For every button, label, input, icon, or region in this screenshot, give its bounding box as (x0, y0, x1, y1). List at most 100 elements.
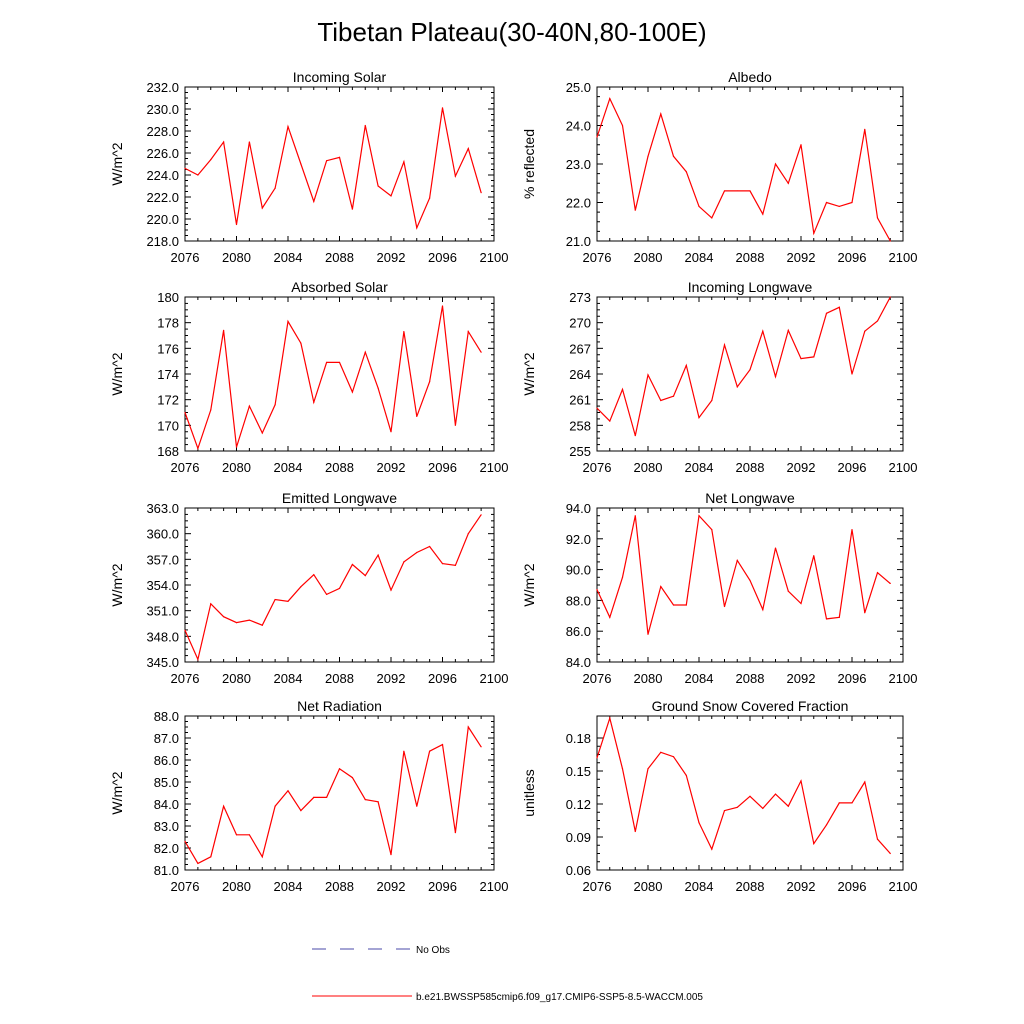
panel-2: 2076 2080 2084 2088 2092 2096 2100 168 170 172 174… (109, 279, 508, 475)
legend: No Obs b.e21.BWSSP585cmip6.f09_g17.CMIP6… (312, 945, 703, 1003)
data-point (403, 161, 405, 163)
y-tick-label: 83.0 (154, 819, 179, 834)
data-point (609, 97, 611, 100)
data-point (609, 616, 611, 618)
x-tick-label: 2088 (736, 460, 765, 475)
x-tick-label: 2076 (171, 671, 200, 686)
data-point (351, 777, 353, 779)
data-point (223, 616, 225, 618)
data-point (762, 807, 764, 810)
data-point (774, 163, 777, 165)
figure-title: Tibetan Plateau(30-40N,80-100E) (317, 17, 706, 47)
data-point (274, 805, 276, 807)
y-tick-label: 168 (157, 444, 179, 459)
data-point (609, 717, 611, 719)
data-point (787, 182, 789, 184)
y-tick-label: 351.0 (146, 604, 179, 619)
y-tick-label: 222.0 (146, 190, 179, 205)
data-point (480, 351, 482, 353)
data-point (736, 386, 738, 388)
data-point (184, 167, 186, 169)
y-tick-label: 357.0 (146, 552, 179, 567)
data-point (300, 163, 302, 165)
x-tick-label: 2080 (222, 879, 251, 894)
y-tick-label: 21.0 (566, 234, 591, 249)
x-tick-label: 2084 (274, 250, 303, 265)
data-point (736, 559, 738, 561)
data-point (596, 757, 598, 759)
data-point (851, 201, 853, 204)
data-point (261, 856, 263, 858)
data-point (698, 515, 700, 517)
data-point (326, 361, 328, 364)
y-tick-label: 226.0 (146, 146, 179, 161)
data-point (876, 572, 879, 574)
data-point (723, 344, 726, 346)
x-tick-label: 2096 (838, 460, 867, 475)
x-tick-label: 2080 (222, 250, 251, 265)
data-point (876, 838, 879, 840)
data-point (441, 563, 444, 565)
x-tick-label: 2100 (480, 460, 509, 475)
plot-frame (184, 715, 495, 871)
data-point (454, 832, 456, 834)
data-point (889, 582, 891, 585)
y-tick-label: 86.0 (154, 753, 179, 768)
data-point (749, 369, 751, 371)
x-tick-label: 2080 (222, 671, 251, 686)
data-point (390, 589, 392, 591)
y-tick-label: 87.0 (154, 731, 179, 746)
data-point (261, 624, 263, 626)
x-tick-label: 2088 (736, 250, 765, 265)
y-tick-label: 0.09 (566, 830, 591, 845)
data-point (685, 364, 687, 367)
data-point (825, 618, 828, 620)
data-point (326, 593, 328, 596)
data-point (480, 514, 482, 516)
data-point (736, 190, 738, 192)
data-point (184, 411, 186, 414)
y-tick-label: 24.0 (566, 119, 591, 134)
data-point (596, 136, 598, 138)
data-point (864, 128, 866, 130)
data-point (210, 603, 212, 605)
y-tick-label: 85.0 (154, 775, 179, 790)
legend-model-label: b.e21.BWSSP585cmip6.f09_g17.CMIP6-SSP5-8… (416, 992, 703, 1003)
data-point (248, 619, 250, 621)
x-tick-label: 2092 (377, 671, 406, 686)
y-tick-label: 92.0 (566, 532, 591, 547)
data-point (223, 329, 225, 331)
data-point (685, 604, 687, 606)
x-tick-label: 2088 (736, 879, 765, 894)
x-tick-label: 2080 (634, 879, 663, 894)
x-tick-label: 2084 (685, 671, 714, 686)
data-point (711, 217, 713, 219)
data-point (609, 420, 611, 422)
panel-4: 2076 2080 2084 2088 2092 2096 2100 345.0 348.0 35… (109, 490, 508, 686)
data-point (210, 159, 212, 161)
data-point (235, 622, 238, 624)
data-point (235, 834, 238, 836)
y-tick-label: 218.0 (146, 234, 179, 249)
data-point (825, 824, 828, 826)
data-point (672, 155, 675, 157)
panel-title: Incoming Solar (293, 69, 387, 85)
data-point (313, 574, 315, 576)
data-point (774, 793, 777, 795)
data-point (441, 107, 444, 109)
x-tick-label: 2076 (171, 879, 200, 894)
data-point (723, 190, 726, 192)
data-point (210, 409, 212, 411)
data-point (480, 746, 482, 748)
y-tick-label: 25.0 (566, 80, 591, 95)
panel-7: 2076 2080 2084 2088 2092 2096 2100 0.06 0.09 0.12… (521, 698, 917, 894)
data-point (787, 590, 789, 592)
x-tick-label: 2088 (325, 879, 354, 894)
data-point (454, 175, 456, 177)
x-tick-label: 2092 (787, 671, 816, 686)
y-tick-label: 94.0 (566, 501, 591, 516)
x-tick-label: 2100 (889, 671, 918, 686)
x-tick-label: 2092 (377, 879, 406, 894)
data-point (672, 756, 675, 758)
data-point (274, 598, 276, 601)
